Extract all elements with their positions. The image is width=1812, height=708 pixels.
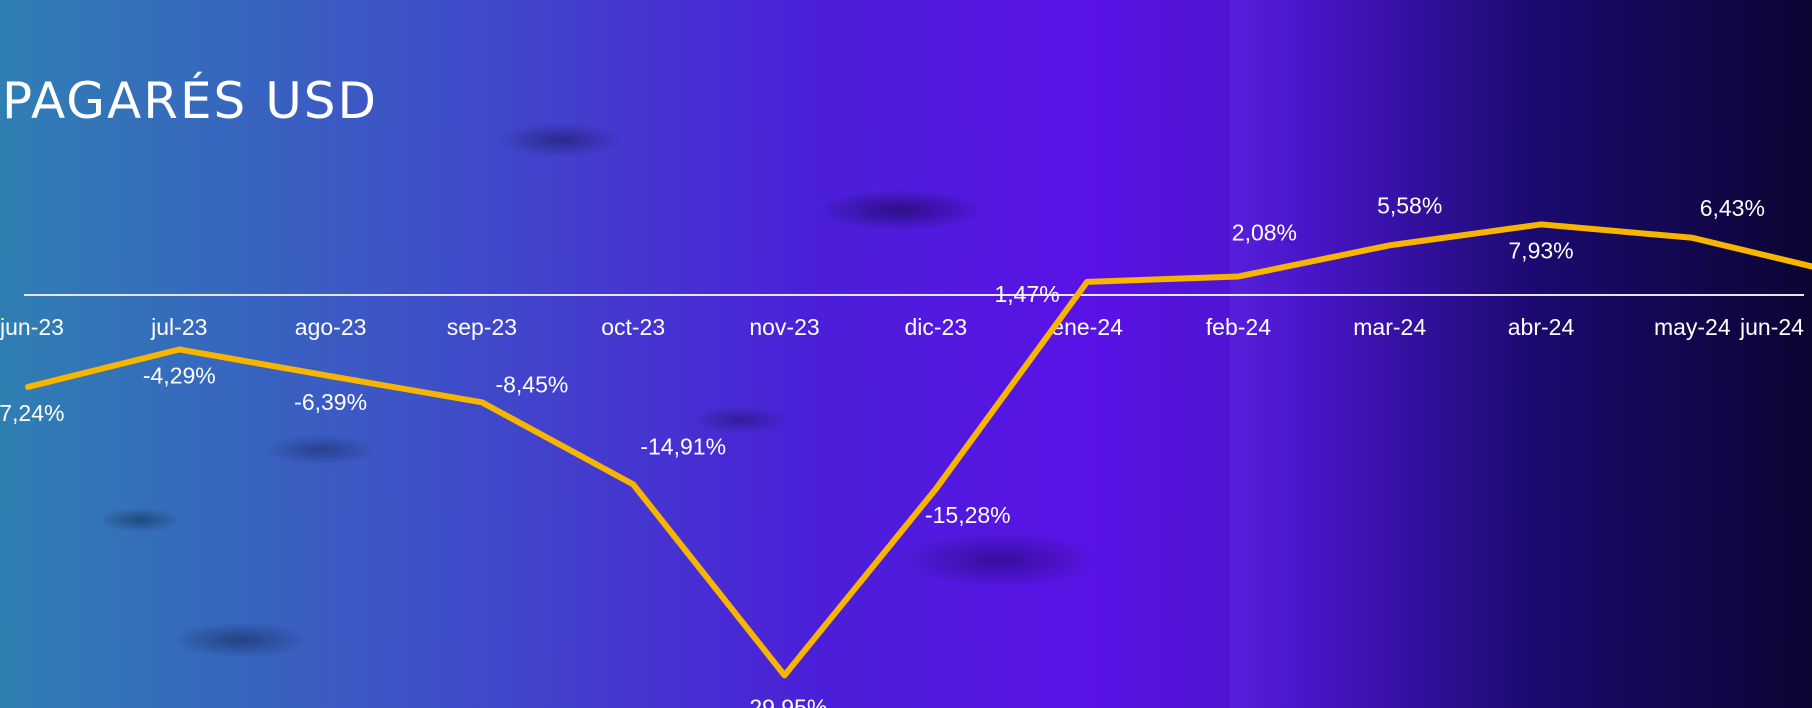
data-label: -6,39% <box>294 389 367 415</box>
x-tick-label: abr-24 <box>1508 314 1575 340</box>
data-label: -15,28% <box>925 502 1011 528</box>
chart-title: PAGARÉS USD <box>2 72 379 130</box>
x-tick-label: ago-23 <box>295 314 367 340</box>
x-tick-label: feb-24 <box>1206 314 1271 340</box>
data-label: 2,08% <box>1232 219 1297 245</box>
data-label: -7,24% <box>0 400 64 426</box>
x-tick-label: oct-23 <box>601 314 665 340</box>
x-tick-label: may-24 <box>1654 314 1731 340</box>
x-tick-label: dic-23 <box>904 314 967 340</box>
data-label: 6,43% <box>1700 195 1765 221</box>
x-tick-label: nov-23 <box>749 314 819 340</box>
data-label: 5,58% <box>1377 192 1442 218</box>
data-label: -14,91% <box>640 433 726 459</box>
data-label: 7,93% <box>1508 237 1573 263</box>
x-tick-label: sep-23 <box>447 314 517 340</box>
x-tick-label: jun-24 <box>1739 314 1804 340</box>
series-line <box>25 221 1812 679</box>
data-label: -8,45% <box>495 371 568 397</box>
data-label: -4,29% <box>143 362 216 388</box>
x-axis-ticks: jun-23 jul-23 ago-23 sep-23 oct-23 nov-23 dic-… <box>0 314 1804 340</box>
data-labels: -7,24% -4,29% -6,39% -8,45% -14,91% -29,95% -1… <box>0 192 1765 708</box>
x-tick-label: jul-23 <box>150 314 207 340</box>
x-tick-label: mar-24 <box>1353 314 1426 340</box>
data-label: -29,95% <box>742 694 828 708</box>
data-label: 1,47% <box>994 281 1059 307</box>
x-tick-label: jun-23 <box>0 314 64 340</box>
